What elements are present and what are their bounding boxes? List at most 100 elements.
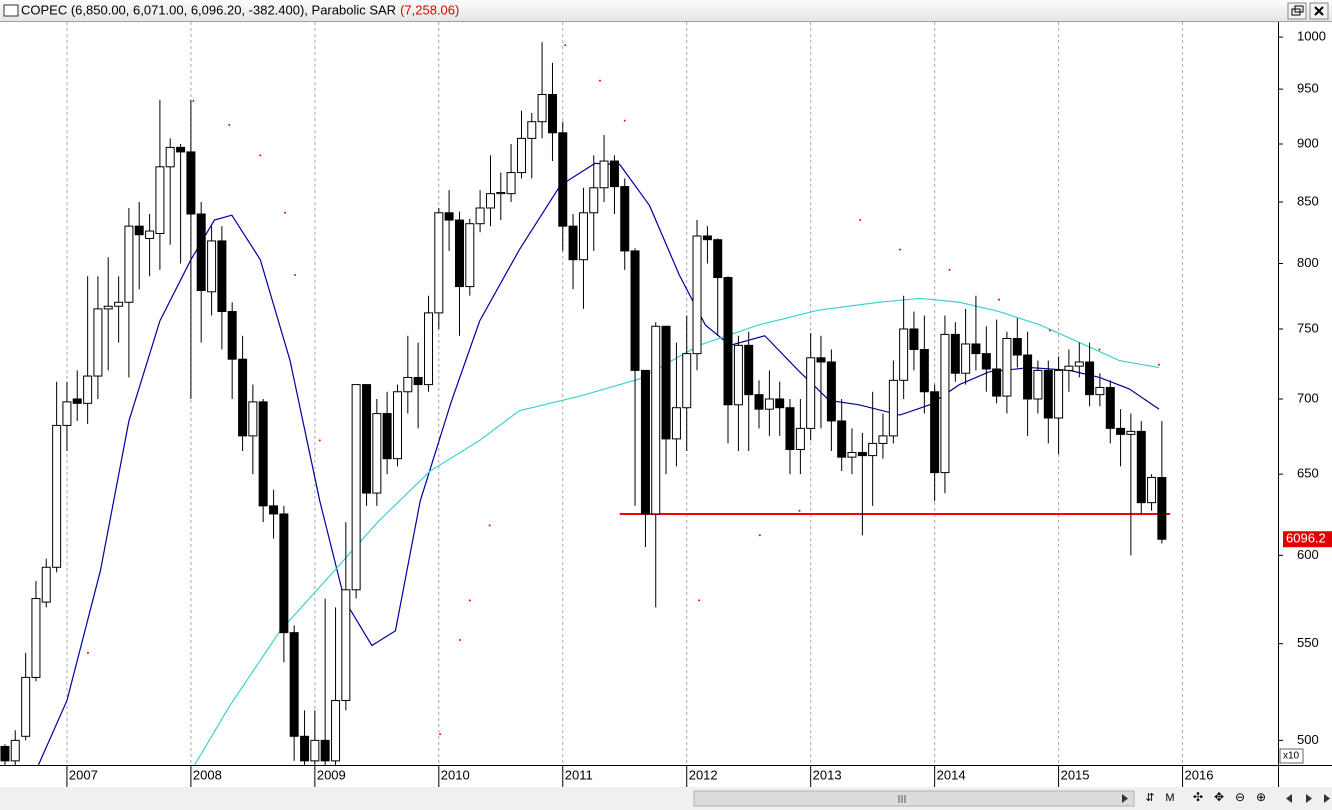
x-tick-label: 2016 [1185,767,1214,782]
candle-body [692,235,702,355]
nav-right[interactable] [1306,794,1312,803]
candle-body [1126,430,1136,435]
candle-body [578,212,588,261]
sar-dot [1158,363,1161,366]
candle-body [609,160,619,188]
candle-body [754,394,764,410]
sar-dot [859,219,862,222]
candle-body [868,442,878,457]
candle-body [620,186,630,252]
candle-body [331,700,341,762]
candle-body [341,589,351,702]
candle-body [702,235,712,241]
window-icon [3,4,19,17]
sar-dot [259,154,262,157]
sar-dot [948,268,951,271]
y-tick-label: 650 [1297,466,1319,481]
candle-body [1074,361,1084,367]
last-price-box [1283,531,1332,548]
sar-dot [318,439,321,442]
tool-icon[interactable]: M [1165,792,1174,804]
candle-body [744,344,754,396]
tool-icon[interactable]: ⊕ [1256,790,1266,804]
sar-dot [798,509,801,512]
candle-body [1054,369,1064,419]
candle-body [775,398,785,409]
candle-body [795,427,805,450]
last-price-label: 6096.2 [1286,531,1326,546]
candle-body [1136,430,1146,504]
tool-icon[interactable]: ✣ [1193,790,1203,804]
nav-end[interactable] [1324,794,1330,803]
scale-box [1279,748,1304,764]
nav-left[interactable] [1286,794,1292,803]
tool-icon[interactable]: ⇵ [1145,792,1154,804]
x-tick-label: 2010 [441,767,470,782]
sar-dot [468,599,471,602]
candle-body [919,348,929,393]
candle-body [1147,477,1157,504]
candle-body [857,452,867,457]
candle-body [516,137,526,174]
y-tick-label: 500 [1297,732,1319,747]
scrollbar-thumb[interactable] [693,790,1135,807]
sar-dot [598,79,601,82]
y-tick-label: 950 [1297,81,1319,96]
candle-body [124,225,134,303]
candle-body [434,212,444,314]
candle-body [878,435,888,444]
candle-body [165,146,175,168]
candle-body [238,358,248,437]
sar-value: (7,258.06) [400,2,459,17]
candle-body [640,369,650,515]
candle-body [930,391,940,474]
candle-body [362,384,372,494]
x-tick-label: 2011 [565,767,593,782]
candle-body [558,132,568,227]
candle-body [1033,369,1043,400]
candle-body [207,240,217,293]
candle-body [31,598,41,678]
sar-dot [294,273,297,276]
sar-dot [87,651,90,654]
candle-body [103,305,113,310]
candle-body [630,250,640,371]
candle-body [186,151,196,215]
candle-body [1064,365,1074,371]
sar-dot [1048,329,1051,332]
moving-average-line [37,162,1160,765]
candle-body [1023,354,1033,400]
y-tick-label: 600 [1297,547,1319,562]
candle-body [599,160,609,189]
plot-area [0,22,1184,765]
candle-body [455,219,465,288]
candle-body [93,308,103,377]
candle-body [83,375,93,404]
candle-body [21,676,31,737]
candle-body [1012,337,1022,356]
candle-body [1157,477,1167,540]
candle-body [465,223,475,288]
scroll-grip [898,795,906,803]
x-tick-label: 2008 [193,767,222,782]
candle-body [351,384,361,591]
candle-body [537,94,547,123]
candle-body [413,376,423,386]
candle-body [62,401,72,426]
sar-dot [758,534,761,537]
candle-body [847,452,857,458]
candle-body [289,632,299,737]
candle-body [1105,386,1115,429]
candle-body [424,312,434,386]
title-bar [0,0,1332,22]
scroll-right[interactable] [1122,794,1128,803]
tool-icon[interactable]: ✥ [1214,790,1224,804]
candle-body [279,513,289,634]
candle-body [785,407,795,450]
candle-body [485,193,495,209]
candle-body [1085,361,1095,396]
candle-body [950,333,960,374]
candle-body [971,343,981,355]
tool-icon[interactable]: ⊖ [1235,790,1245,804]
y-tick-label: 1000 [1297,29,1326,44]
